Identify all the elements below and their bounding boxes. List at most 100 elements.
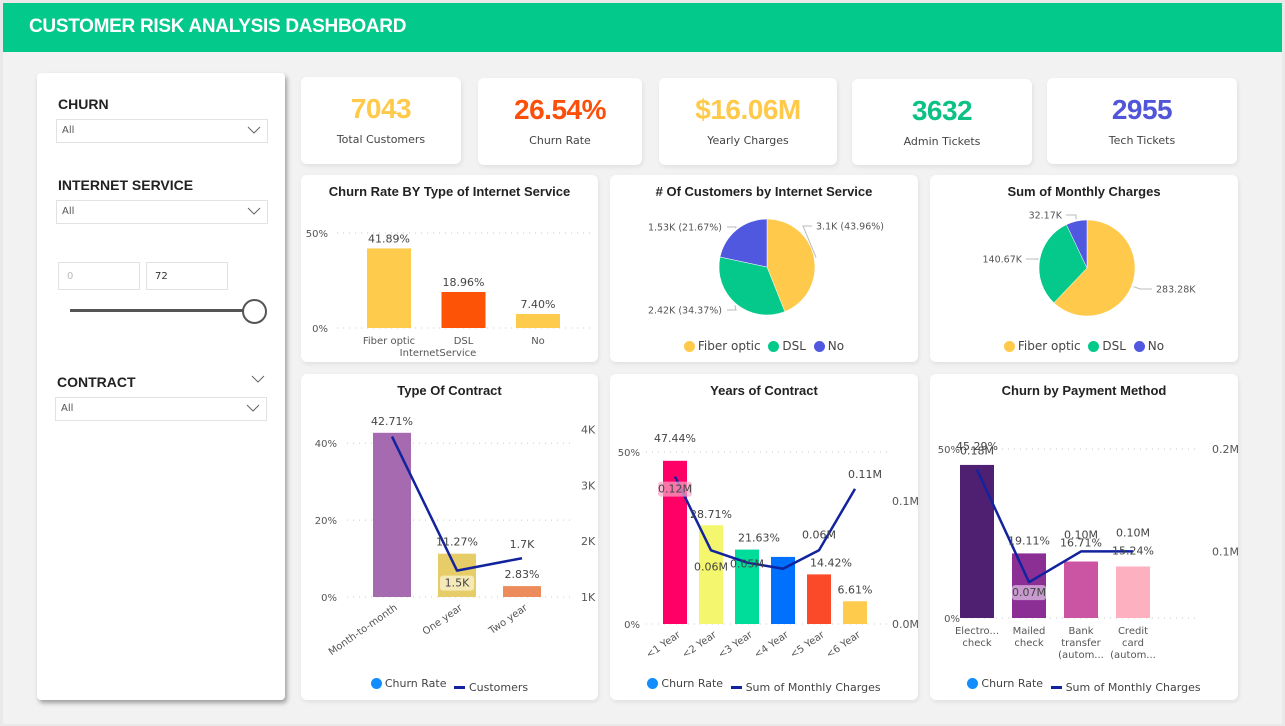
legend-line-icon <box>453 686 465 689</box>
chart-title: Churn by Payment Method <box>1001 383 1167 398</box>
x-tick-label: <4 Year <box>752 629 791 661</box>
legend-item-fiber[interactable]: Fiber optic <box>1003 339 1081 353</box>
data-label: 0.06M <box>694 560 728 573</box>
kpi-label: Yearly Charges <box>707 134 789 147</box>
range-max-input[interactable]: 72 <box>146 262 228 290</box>
kpi-card-tech-tickets: 2955 Tech Tickets <box>1047 78 1237 164</box>
y2-tick-label: 0.2M <box>1212 443 1238 456</box>
line-series <box>390 436 523 572</box>
bar <box>367 248 411 328</box>
chart-legend: Churn Rate Customers <box>301 677 598 694</box>
line-series <box>673 476 857 570</box>
range-slider-track[interactable] <box>70 309 256 312</box>
legend-label: No <box>1147 339 1165 353</box>
legend-item-monthly-charges[interactable]: Sum of Monthly Charges <box>1050 681 1201 694</box>
legend-item-churn-rate[interactable]: Churn Rate <box>647 677 723 690</box>
chart-title: # Of Customers by Internet Service <box>655 184 873 199</box>
data-label: 0.10M <box>1116 526 1150 539</box>
legend-label: Fiber optic <box>697 339 761 353</box>
y2-tick-label: 3K <box>581 479 596 492</box>
legend-item-monthly-charges[interactable]: Sum of Monthly Charges <box>730 681 881 694</box>
y2-tick-label: 0.0M <box>892 618 918 631</box>
data-label: 0.05M <box>730 558 764 571</box>
legend-item-churn-rate[interactable]: Churn Rate <box>967 677 1043 690</box>
pie-slice <box>1038 224 1088 304</box>
kpi-value: 7043 <box>350 93 412 124</box>
y2-tick-label: 1K <box>581 591 596 604</box>
range-min-input[interactable]: 0 <box>58 262 140 290</box>
legend-dot-icon <box>1088 340 1100 352</box>
legend-line-icon <box>730 686 742 689</box>
pie-chart: 283.28K 140.67K 32.17K <box>983 211 1196 317</box>
x-tick-label: <2 Year <box>680 629 719 661</box>
data-label: 0.11M <box>848 468 882 481</box>
data-label: 3.1K (43.96%) <box>816 222 884 233</box>
x-tick-label: One year <box>421 602 466 638</box>
data-label: 42.71% <box>371 415 413 428</box>
bar <box>441 291 486 328</box>
data-label: 0.10M <box>1064 528 1098 541</box>
combo-chart: 0% 20% 40% 1K 2K 3K 4K Month-to-month One year Tw… <box>315 415 596 658</box>
chart-customers-by-internet-service: # Of Customers by Internet Service 3.1K … <box>610 175 918 362</box>
collapse-chevron-icon[interactable] <box>251 374 265 384</box>
legend-item-customers[interactable]: Customers <box>453 681 528 694</box>
y-tick-label: 20% <box>315 516 337 527</box>
legend-item-fiber[interactable]: Fiber optic <box>683 339 761 353</box>
kpi-value: 3632 <box>911 95 973 126</box>
bar <box>373 432 411 597</box>
pie-chart: 3.1K (43.96%) 2.42K (34.37%) 1.53K (21.67%… <box>648 218 884 317</box>
legend-item-no[interactable]: No <box>1133 339 1165 353</box>
data-label: 2.42K (34.37%) <box>648 306 722 317</box>
contract-filter-dropdown[interactable]: All <box>55 397 267 421</box>
combo-chart: 0% 50% 0.0M 0.1M <1 Year<2 Year<3 Year<4 Yea… <box>618 432 918 661</box>
chart-sum-of-monthly-charges: Sum of Monthly Charges 283.28K 140.67K 32.… <box>930 175 1238 362</box>
page-title: CUSTOMER RISK ANALYSIS DASHBOARD <box>29 16 407 37</box>
x-tick-label: Two year <box>486 602 530 637</box>
chart-years-of-contract: Years of Contract 0% 50% 0.0M 0.1M <1 Year <2… <box>610 374 918 700</box>
data-label: 1.5K <box>445 577 470 590</box>
chart-type-of-contract: Type Of Contract 0% 20% 40% 1K 2K 3K 4K Month-t… <box>301 374 598 700</box>
y2-tick-label: 0.1M <box>892 495 918 508</box>
legend-dot-icon <box>967 678 979 689</box>
pie-slice <box>766 218 816 312</box>
legend-item-no[interactable]: No <box>813 339 844 353</box>
legend-dot-icon <box>1003 340 1015 352</box>
legend-dot-icon <box>1133 340 1145 352</box>
x-tick-label: (autom... <box>1110 650 1156 661</box>
line-series <box>975 468 1133 584</box>
contract-filter-label: CONTRACT <box>57 374 136 390</box>
internet-service-filter-dropdown[interactable]: All <box>56 200 268 224</box>
x-tick-label: Electro... <box>955 626 999 637</box>
chart-title: Type Of Contract <box>397 383 502 398</box>
x-tick-label: <5 Year <box>788 629 827 661</box>
churn-filter-label: CHURN <box>58 96 109 112</box>
y-tick-label: 0% <box>624 620 640 631</box>
churn-filter-dropdown[interactable]: All <box>56 119 268 143</box>
data-label: 41.89% <box>368 232 410 245</box>
legend-label: Churn Rate <box>981 677 1044 690</box>
chart-legend: Churn Rate Sum of Monthly Charges <box>930 677 1238 694</box>
legend-item-dsl[interactable]: DSL <box>768 339 806 353</box>
y-tick-label: 0% <box>312 324 328 335</box>
legend-item-dsl[interactable]: DSL <box>1088 339 1126 353</box>
x-tick-label: card <box>1122 638 1144 649</box>
pie-slice <box>1053 219 1136 317</box>
range-slider-handle[interactable] <box>242 299 267 324</box>
data-label: 47.44% <box>654 432 696 445</box>
x-tick-label: check <box>1014 638 1043 649</box>
x-tick-label: DSL <box>454 336 474 347</box>
kpi-label: Tech Tickets <box>1108 134 1176 147</box>
chart-title: Churn Rate BY Type of Internet Service <box>328 184 571 199</box>
kpi-card-admin-tickets: 3632 Admin Tickets <box>852 79 1032 165</box>
kpi-label: Total Customers <box>336 133 426 146</box>
legend-item-churn-rate[interactable]: Churn Rate <box>370 677 446 690</box>
legend-dot-icon <box>647 678 659 689</box>
pie-slice <box>1066 219 1088 269</box>
x-tick-label: Mailed <box>1013 626 1046 637</box>
legend-label: Fiber optic <box>1017 339 1081 353</box>
data-label-bg <box>658 481 692 497</box>
pie-slice <box>719 218 768 268</box>
bar <box>960 464 994 618</box>
y-tick-label: 50% <box>618 448 640 459</box>
leader-line <box>802 225 817 258</box>
